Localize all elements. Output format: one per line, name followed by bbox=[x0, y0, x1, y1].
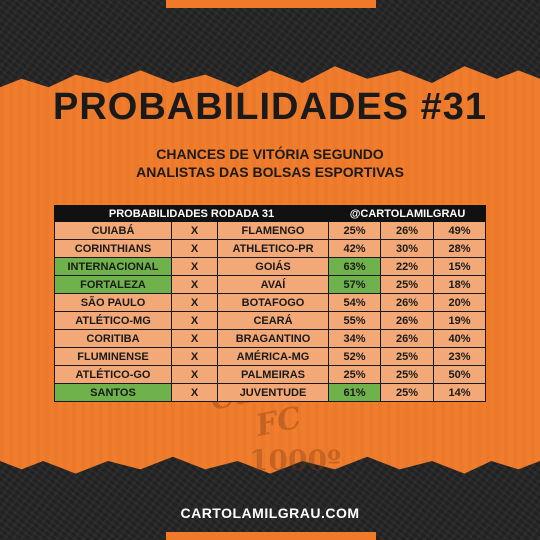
table-row: ATLÉTICO-MG X CEARÁ 55% 26% 19% bbox=[54, 312, 486, 330]
table-row: SANTOS X JUVENTUDE 61% 25% 14% bbox=[54, 384, 486, 402]
table-row: ATLÉTICO-GO X PALMEIRAS 25% 25% 50% bbox=[54, 366, 486, 384]
subtitle-line-2: ANALISTAS DAS BOLSAS ESPORTIVAS bbox=[136, 164, 404, 180]
draw-prob-cell: 30% bbox=[381, 240, 434, 258]
table-header-right: @CARTOLAMILGRAU bbox=[349, 207, 466, 220]
versus-cell: X bbox=[172, 330, 218, 348]
versus-cell: X bbox=[172, 294, 218, 312]
home-team-cell: INTERNACIONAL bbox=[54, 258, 172, 276]
home-win-prob-cell: 63% bbox=[329, 258, 381, 276]
footer-site: CARTOLAMILGRAU.COM bbox=[180, 505, 360, 521]
versus-cell: X bbox=[172, 258, 218, 276]
home-team-cell: ATLÉTICO-GO bbox=[54, 366, 172, 384]
home-team-cell: CORINTHIANS bbox=[54, 240, 172, 258]
versus-cell: X bbox=[172, 312, 218, 330]
home-team-cell: FLUMINENSE bbox=[54, 348, 172, 366]
away-win-prob-cell: 20% bbox=[434, 294, 486, 312]
away-team-cell: CEARÁ bbox=[218, 312, 329, 330]
draw-prob-cell: 26% bbox=[381, 312, 434, 330]
home-team-cell: FORTALEZA bbox=[54, 276, 172, 294]
away-team-cell: JUVENTUDE bbox=[218, 384, 329, 402]
table-row: SÃO PAULO X BOTAFOGO 54% 26% 20% bbox=[54, 294, 486, 312]
away-win-prob-cell: 18% bbox=[434, 276, 486, 294]
away-win-prob-cell: 19% bbox=[434, 312, 486, 330]
home-win-prob-cell: 61% bbox=[329, 384, 381, 402]
table-header-left: PROBABILIDADES RODADA 31 bbox=[108, 207, 275, 220]
probabilities-table: PROBABILIDADES RODADA 31 @CARTOLAMILGRAU… bbox=[54, 205, 486, 402]
home-win-prob-cell: 52% bbox=[329, 348, 381, 366]
subtitle-line-1: CHANCES DE VITÓRIA SEGUNDO bbox=[156, 146, 384, 162]
draw-prob-cell: 25% bbox=[381, 276, 434, 294]
home-win-prob-cell: 42% bbox=[329, 240, 381, 258]
versus-cell: X bbox=[172, 366, 218, 384]
away-team-cell: GOIÁS bbox=[218, 258, 329, 276]
draw-prob-cell: 22% bbox=[381, 258, 434, 276]
away-team-cell: AMÉRICA-MG bbox=[218, 348, 329, 366]
draw-prob-cell: 26% bbox=[381, 294, 434, 312]
home-team-cell: ATLÉTICO-MG bbox=[54, 312, 172, 330]
versus-cell: X bbox=[172, 384, 218, 402]
watermark-number: 1000º bbox=[249, 444, 341, 477]
home-win-prob-cell: 57% bbox=[329, 276, 381, 294]
away-win-prob-cell: 14% bbox=[434, 384, 486, 402]
home-win-prob-cell: 25% bbox=[329, 222, 381, 240]
home-win-prob-cell: 55% bbox=[329, 312, 381, 330]
home-win-prob-cell: 34% bbox=[329, 330, 381, 348]
page-title: PROBABILIDADES #31 bbox=[53, 86, 487, 128]
away-team-cell: BRAGANTINO bbox=[218, 330, 329, 348]
draw-prob-cell: 26% bbox=[381, 222, 434, 240]
draw-prob-cell: 25% bbox=[381, 348, 434, 366]
away-win-prob-cell: 49% bbox=[434, 222, 486, 240]
cartola-logo-watermark: Cartola FC 1000º bbox=[190, 358, 360, 477]
home-team-cell: CORITIBA bbox=[54, 330, 172, 348]
table-row: FLUMINENSE X AMÉRICA-MG 52% 25% 23% bbox=[54, 348, 486, 366]
table-body: CUIABÁ X FLAMENGO 25% 26% 49% CORINTHIANS X ATHL… bbox=[54, 222, 486, 402]
table-row: CORITIBA X BRAGANTINO 34% 26% 40% bbox=[54, 330, 486, 348]
away-team-cell: PALMEIRAS bbox=[218, 366, 329, 384]
draw-prob-cell: 25% bbox=[381, 366, 434, 384]
versus-cell: X bbox=[172, 240, 218, 258]
away-win-prob-cell: 15% bbox=[434, 258, 486, 276]
home-win-prob-cell: 25% bbox=[329, 366, 381, 384]
bottom-accent-strip bbox=[166, 532, 376, 540]
table-header: PROBABILIDADES RODADA 31 @CARTOLAMILGRAU bbox=[54, 205, 486, 222]
away-win-prob-cell: 23% bbox=[434, 348, 486, 366]
home-team-cell: CUIABÁ bbox=[54, 222, 172, 240]
draw-prob-cell: 26% bbox=[381, 330, 434, 348]
home-win-prob-cell: 54% bbox=[329, 294, 381, 312]
versus-cell: X bbox=[172, 222, 218, 240]
away-team-cell: FLAMENGO bbox=[218, 222, 329, 240]
home-team-cell: SÃO PAULO bbox=[54, 294, 172, 312]
away-team-cell: BOTAFOGO bbox=[218, 294, 329, 312]
away-win-prob-cell: 28% bbox=[434, 240, 486, 258]
versus-cell: X bbox=[172, 276, 218, 294]
draw-prob-cell: 25% bbox=[381, 384, 434, 402]
table-row: INTERNACIONAL X GOIÁS 63% 22% 15% bbox=[54, 258, 486, 276]
away-team-cell: AVAÍ bbox=[218, 276, 329, 294]
table-row: CORINTHIANS X ATHLETICO-PR 42% 30% 28% bbox=[54, 240, 486, 258]
away-team-cell: ATHLETICO-PR bbox=[218, 240, 329, 258]
table-row: CUIABÁ X FLAMENGO 25% 26% 49% bbox=[54, 222, 486, 240]
away-win-prob-cell: 50% bbox=[434, 366, 486, 384]
top-accent-strip bbox=[166, 0, 376, 8]
versus-cell: X bbox=[172, 348, 218, 366]
table-row: FORTALEZA X AVAÍ 57% 25% 18% bbox=[54, 276, 486, 294]
home-team-cell: SANTOS bbox=[54, 384, 172, 402]
away-win-prob-cell: 40% bbox=[434, 330, 486, 348]
